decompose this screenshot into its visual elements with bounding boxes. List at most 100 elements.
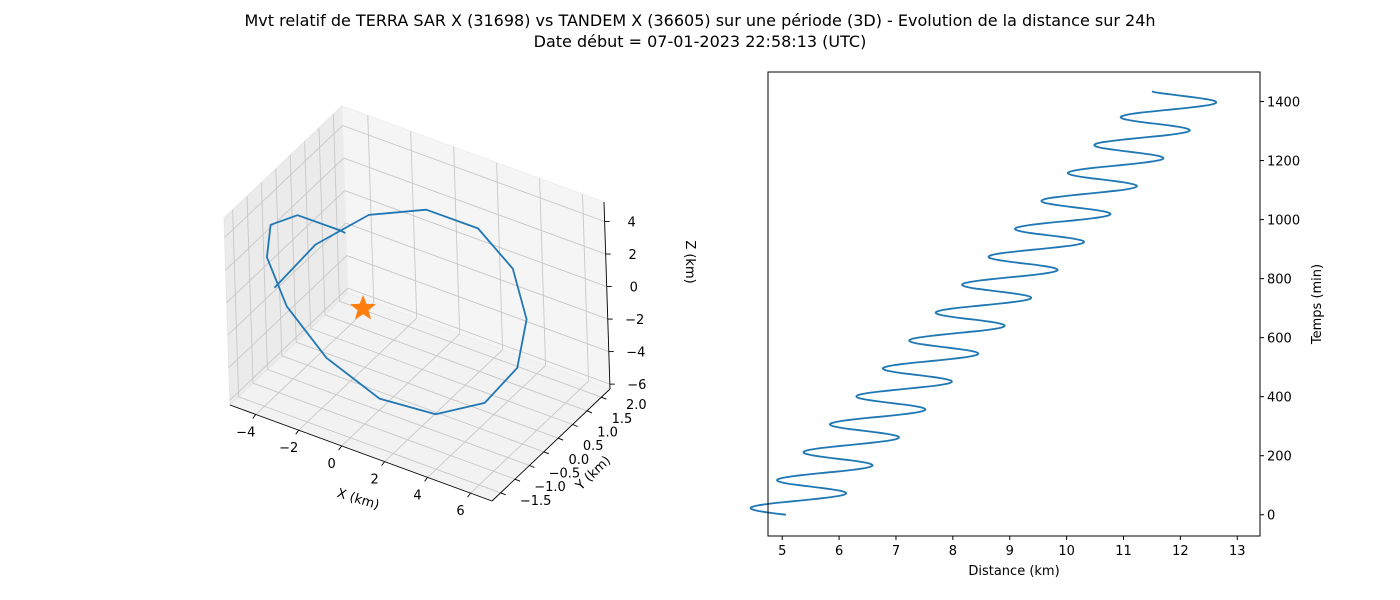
grid-z-left xyxy=(227,222,347,336)
grid-y-floor xyxy=(252,382,516,480)
y-tick-label: −1.0 xyxy=(534,480,566,495)
x-tick-label: −4 xyxy=(236,425,255,440)
plot-area xyxy=(768,72,1260,536)
y-tick-label: 0.5 xyxy=(583,439,604,454)
grid-y-left xyxy=(232,209,240,397)
grid-z-back xyxy=(347,287,610,385)
y-tick xyxy=(529,465,535,468)
x-axis-line xyxy=(229,404,493,502)
x-tick-label: 6 xyxy=(456,504,464,519)
figure-title-line2: Date début = 07-01-2023 22:58:13 (UTC) xyxy=(534,32,867,51)
grid-z-back xyxy=(342,125,605,222)
y-tick-label: 400 xyxy=(1267,391,1292,406)
y-tick xyxy=(572,424,578,427)
y-axis-line xyxy=(491,388,611,502)
y-tick xyxy=(558,437,564,441)
grid-y-left xyxy=(246,196,254,384)
z-tick-label: −4 xyxy=(626,346,645,361)
y-tick-label: 800 xyxy=(1267,273,1292,288)
y-tick-label: 1200 xyxy=(1267,155,1300,170)
grid-z-left xyxy=(225,157,344,271)
grid-y-floor xyxy=(339,300,602,398)
x-tick-label: 2 xyxy=(370,473,378,488)
grid-y-left xyxy=(260,182,268,370)
y-tick-label: 1400 xyxy=(1267,96,1300,111)
grid-x-floor xyxy=(298,317,418,431)
z-tick-label: 4 xyxy=(627,216,635,231)
x-tick xyxy=(381,461,385,466)
x-tick xyxy=(338,445,343,451)
grid-x-back xyxy=(582,194,589,382)
x-tick-label: 13 xyxy=(1229,544,1246,559)
grid-y-left xyxy=(289,155,297,343)
x-tick-label: −2 xyxy=(279,441,298,456)
plot-distance-vs-time: 5 6 7 8 9 10 11 12 13 0 200 400 600 800 1000 1200 1400 Di… xyxy=(749,71,1325,579)
grid-x-back xyxy=(410,131,418,319)
grid-x-floor xyxy=(470,380,589,494)
y-tick-label: −0.5 xyxy=(549,466,581,481)
x-tick-label: 0 xyxy=(328,457,336,472)
y-tick-label: 600 xyxy=(1267,332,1292,347)
grid-z-back xyxy=(344,190,607,287)
x-tick-label: 10 xyxy=(1058,544,1075,559)
x-tick xyxy=(424,477,428,482)
y-tick-label: −1.5 xyxy=(520,494,552,509)
grid-y-left xyxy=(318,127,326,315)
y-tick-label: 0.0 xyxy=(568,453,589,468)
y-tick-label: 2.0 xyxy=(626,398,647,413)
y-tick-label: 1000 xyxy=(1267,214,1300,229)
grid-y-left xyxy=(332,114,340,302)
z-axis-label: Z (km) xyxy=(682,240,697,283)
grid-x-floor xyxy=(341,333,460,447)
z-tick-label: −2 xyxy=(625,313,644,328)
grid-z-left xyxy=(226,190,346,303)
y-axis-label: Temps (min) xyxy=(1310,264,1325,345)
x-tick xyxy=(252,414,257,419)
grid-y-floor xyxy=(324,314,588,412)
y-tick-label: 0 xyxy=(1267,509,1275,524)
z-tick-label: −6 xyxy=(627,378,646,393)
grid-z-left xyxy=(228,255,348,368)
plot-3d-relative-motion: −4 −2 0 2 4 6 −1.5−1.0−0.50.00.51.01.52.0 −6 −4 −… xyxy=(223,104,697,519)
grid-y-floor xyxy=(310,328,573,425)
x-axis-label: Distance (km) xyxy=(968,564,1059,579)
grid-x-floor xyxy=(255,302,375,415)
z-tick-label: 2 xyxy=(629,248,637,263)
x-tick-label: 5 xyxy=(778,544,786,559)
y-tick-label: 200 xyxy=(1267,450,1292,465)
x-tick-label: 11 xyxy=(1115,544,1132,559)
y-tick xyxy=(586,410,593,414)
trajectory-line xyxy=(265,208,528,416)
x-tick-label: 7 xyxy=(892,544,900,559)
y-tick xyxy=(500,492,506,496)
grid-z-back xyxy=(346,255,609,353)
grid-y-floor xyxy=(296,341,559,439)
z-axis-line xyxy=(603,201,611,390)
grid-x-floor xyxy=(427,365,546,478)
grid-x-back xyxy=(539,178,547,366)
plot-frame xyxy=(767,71,1261,537)
grid-y-floor xyxy=(281,355,544,453)
grid-z-back xyxy=(343,157,606,255)
grid-x-floor xyxy=(384,349,503,462)
y-tick-label: 1.0 xyxy=(597,426,618,441)
grid-y-floor xyxy=(238,396,501,494)
x-tick xyxy=(295,429,300,435)
grid-z-back xyxy=(345,222,608,320)
grid-x-back xyxy=(367,115,375,303)
origin-star-marker xyxy=(350,294,377,320)
x-axis-label: X (km) xyxy=(335,486,381,513)
grid-y-floor xyxy=(267,369,530,466)
figure-title-line1: Mvt relatif de TERRA SAR X (31698) vs TA… xyxy=(244,11,1155,30)
grid-y-left xyxy=(304,141,312,329)
y-tick xyxy=(543,451,549,455)
x-tick xyxy=(467,492,471,498)
x-tick-label: 9 xyxy=(1006,544,1014,559)
x-tick-label: 12 xyxy=(1172,544,1189,559)
grid-x-back xyxy=(496,162,504,350)
x-tick-label: 4 xyxy=(413,488,421,503)
grid-z-left xyxy=(229,287,349,401)
grid-z-left xyxy=(224,125,343,238)
grid-x-back xyxy=(453,146,461,334)
